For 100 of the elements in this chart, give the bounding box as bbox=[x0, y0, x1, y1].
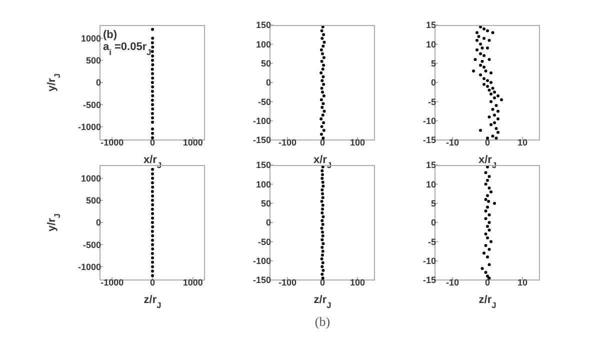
y-tick-label: 0 bbox=[96, 78, 101, 88]
y-tick-label: -50 bbox=[258, 96, 271, 107]
y-tick-label: -150 bbox=[252, 275, 271, 286]
y-tick-label: -1000 bbox=[78, 122, 101, 132]
point bbox=[487, 200, 490, 203]
x-tick-label: 0 bbox=[484, 137, 490, 148]
point bbox=[486, 274, 489, 278]
point bbox=[320, 48, 323, 52]
point bbox=[320, 60, 324, 63]
y-tick-label: -150 bbox=[252, 135, 271, 146]
y-tick-label: -5 bbox=[428, 96, 436, 107]
point bbox=[321, 173, 324, 176]
x-tick-label: 1000 bbox=[182, 277, 203, 288]
y-tick-label: -50 bbox=[258, 236, 271, 247]
point bbox=[321, 254, 324, 257]
point bbox=[320, 200, 324, 203]
point bbox=[488, 175, 491, 178]
point bbox=[484, 232, 488, 236]
x-tick-label: -100 bbox=[278, 277, 297, 288]
point bbox=[322, 64, 326, 67]
point bbox=[321, 230, 324, 234]
point bbox=[494, 127, 498, 130]
point bbox=[321, 52, 324, 56]
point bbox=[488, 88, 491, 92]
point bbox=[476, 48, 478, 52]
point bbox=[321, 90, 324, 94]
x-axis-title: z/r$_{J}$ bbox=[144, 294, 162, 310]
point bbox=[320, 169, 324, 172]
point bbox=[488, 228, 491, 232]
point bbox=[479, 42, 482, 46]
point bbox=[321, 114, 324, 117]
x-tick-label: 0 bbox=[320, 277, 326, 288]
point bbox=[480, 46, 484, 50]
text: (b) bbox=[314, 314, 332, 330]
x-tick-label: 100 bbox=[350, 137, 366, 148]
point bbox=[490, 71, 492, 74]
point bbox=[322, 121, 326, 124]
point bbox=[482, 82, 486, 86]
x-tick-label: 1000 bbox=[182, 137, 203, 148]
point bbox=[321, 261, 324, 264]
point bbox=[488, 221, 491, 224]
point bbox=[320, 29, 324, 32]
y-tick-label: 100 bbox=[256, 39, 271, 50]
point bbox=[488, 58, 491, 61]
point bbox=[321, 208, 324, 211]
point bbox=[479, 64, 482, 67]
point bbox=[482, 77, 486, 80]
point bbox=[488, 263, 491, 266]
y-tick-label: 10 bbox=[426, 39, 436, 50]
y-tick-label: 1000 bbox=[80, 173, 101, 184]
point bbox=[484, 217, 488, 220]
x-tick-label: 100 bbox=[350, 277, 366, 288]
y-tick-label: -10 bbox=[422, 116, 436, 126]
point bbox=[476, 31, 478, 34]
point bbox=[320, 265, 324, 268]
point bbox=[321, 68, 324, 71]
y-tick-label: 0 bbox=[266, 78, 271, 88]
y-tick-label: 0 bbox=[430, 78, 436, 88]
point bbox=[320, 188, 324, 192]
annotation: a$_{i}$=0.05r$_{J}$ bbox=[103, 41, 152, 56]
point bbox=[472, 70, 475, 72]
x-tick-label: 0 bbox=[484, 277, 490, 288]
point bbox=[486, 224, 489, 228]
point bbox=[482, 252, 486, 255]
point bbox=[500, 98, 503, 102]
point bbox=[320, 226, 324, 230]
point bbox=[322, 33, 326, 36]
point bbox=[320, 98, 323, 102]
y-tick-label: 150 bbox=[256, 20, 271, 30]
x-tick-label: 0 bbox=[150, 277, 156, 288]
point bbox=[320, 71, 323, 74]
point bbox=[490, 123, 492, 126]
point bbox=[488, 116, 491, 118]
point bbox=[482, 36, 486, 40]
point bbox=[322, 102, 325, 106]
point bbox=[480, 267, 484, 270]
point bbox=[320, 211, 324, 214]
point bbox=[321, 196, 324, 200]
point bbox=[322, 82, 326, 86]
point bbox=[322, 40, 326, 44]
point bbox=[493, 121, 496, 124]
x-axis-title: z/r$_{J}$ bbox=[478, 294, 497, 310]
point bbox=[322, 215, 325, 218]
point bbox=[322, 44, 325, 48]
point bbox=[322, 110, 326, 113]
point bbox=[484, 70, 488, 72]
point bbox=[494, 136, 498, 140]
x-tick-label: 0 bbox=[320, 137, 326, 148]
y-tick-label: 150 bbox=[256, 160, 271, 170]
point bbox=[320, 246, 324, 249]
point bbox=[320, 132, 323, 136]
point bbox=[484, 182, 488, 186]
x-tick-label: -100 bbox=[278, 137, 297, 148]
point bbox=[491, 134, 494, 138]
point bbox=[321, 180, 324, 184]
point bbox=[484, 198, 488, 201]
point bbox=[322, 94, 326, 98]
point bbox=[320, 125, 324, 128]
point bbox=[322, 56, 326, 60]
point bbox=[488, 186, 491, 190]
